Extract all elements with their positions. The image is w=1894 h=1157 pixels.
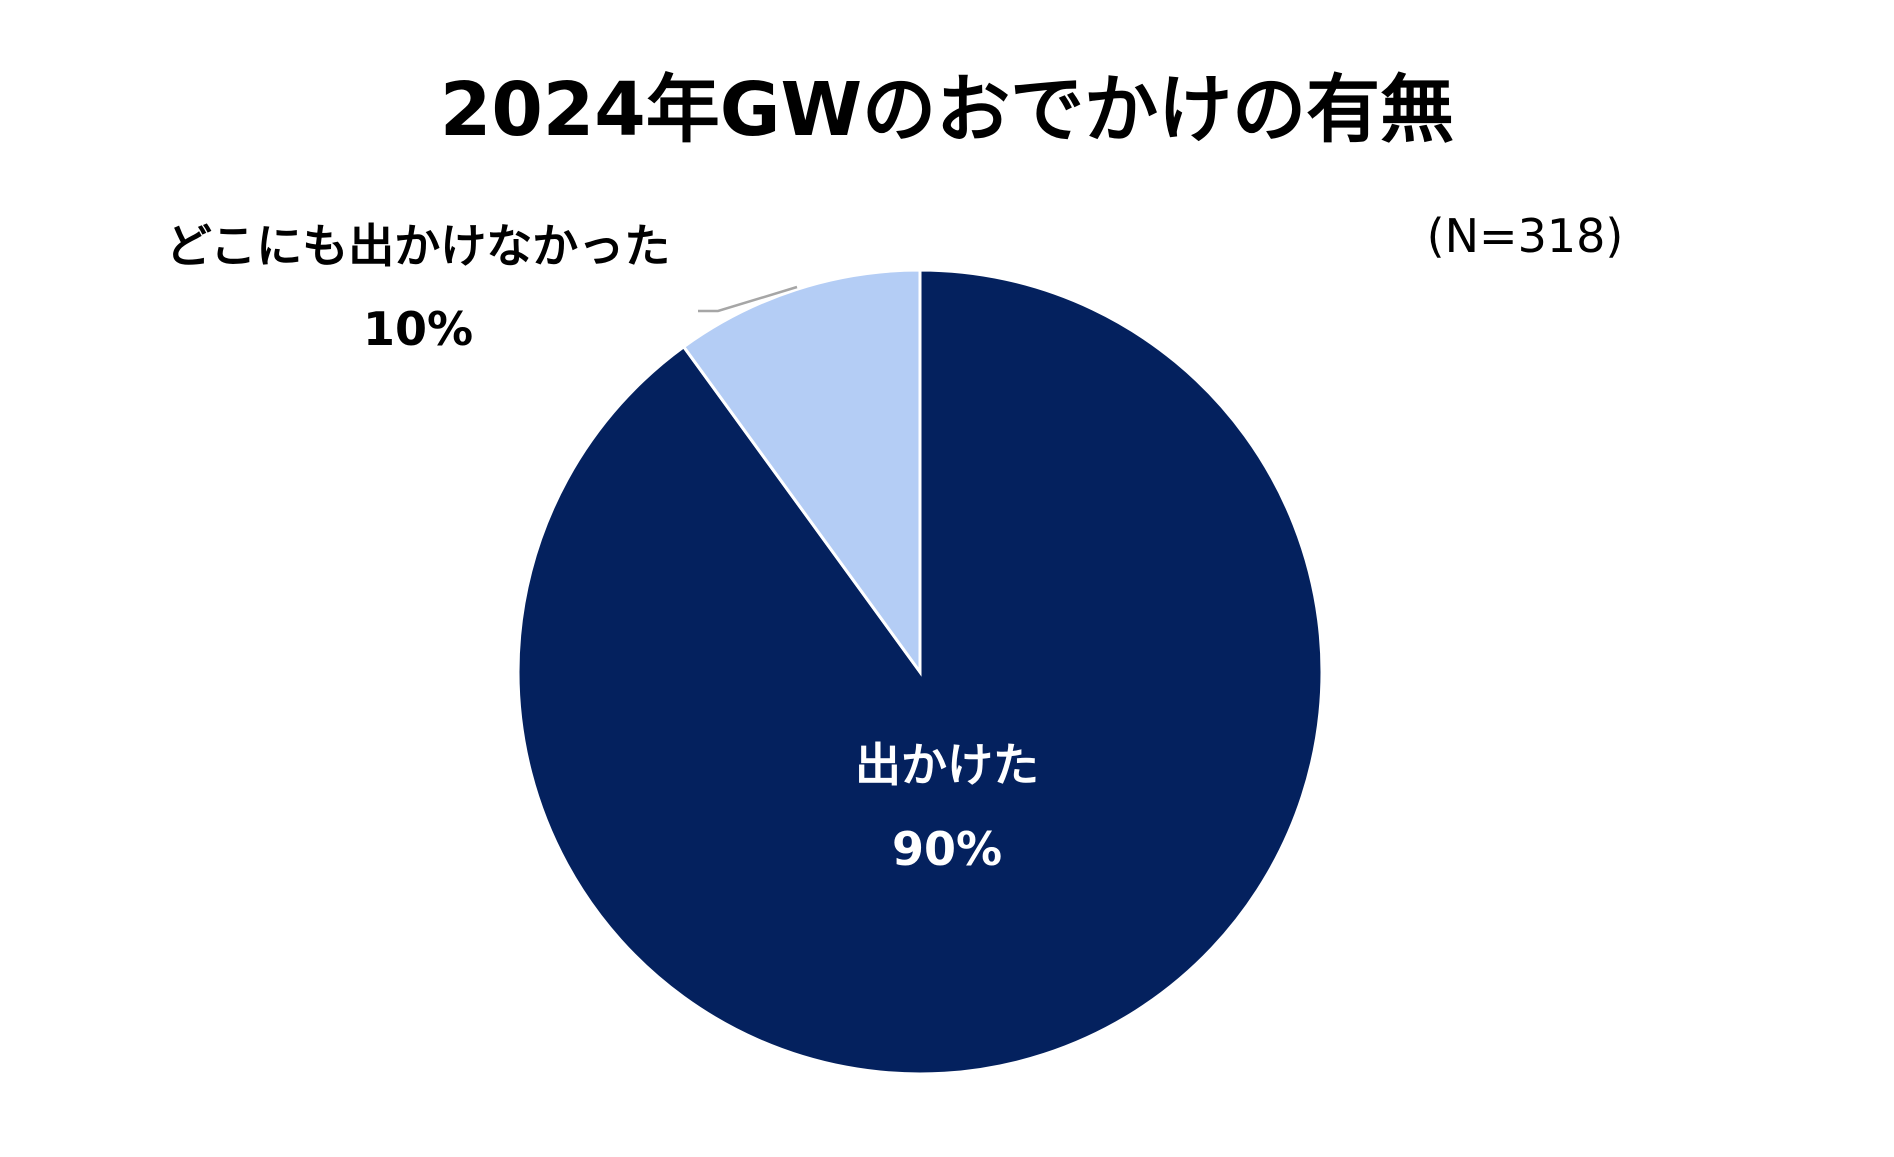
chart-title: 2024年GWのおでかけの有無 [440,67,1454,153]
sample-size-note: (N=318) [1427,209,1624,263]
slice-label-did-not-go-out: どこにも出かけなかった [166,219,671,273]
slice-value-went-out: 90% [892,822,1002,876]
pie-slices [516,268,1324,1076]
pie-slice-did-not-go-out [681,268,922,677]
slice-label-went-out: 出かけた [855,738,1039,792]
slice-value-did-not-go-out: 10% [363,302,473,356]
leader-line [698,285,798,313]
